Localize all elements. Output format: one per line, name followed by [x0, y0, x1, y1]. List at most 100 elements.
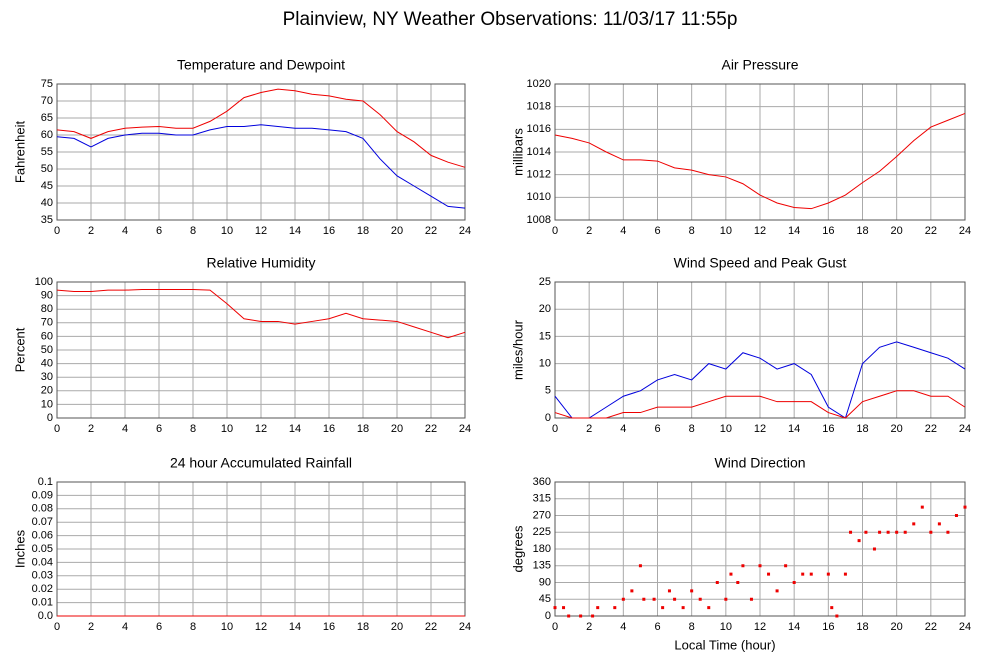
- y-axis-label: millibars: [510, 128, 525, 176]
- x-tick-label: 10: [221, 621, 233, 633]
- data-point: [767, 572, 771, 576]
- y-tick-label: 50: [41, 344, 53, 356]
- data-point: [562, 606, 566, 610]
- y-tick-label: 75: [41, 78, 53, 90]
- x-tick-label: 12: [754, 423, 766, 435]
- x-tick-label: 10: [720, 423, 732, 435]
- x-tick-label: 20: [891, 225, 903, 237]
- x-tick-label: 18: [357, 621, 369, 633]
- data-point: [736, 581, 740, 584]
- x-tick-label: 0: [54, 225, 60, 237]
- data-line: [56, 124, 466, 209]
- y-tick-label: 0.06: [32, 530, 53, 542]
- x-tick-label: 0: [552, 225, 558, 237]
- data-line: [554, 113, 966, 210]
- x-tick-label: 24: [959, 225, 971, 237]
- x-tick-label: 10: [720, 621, 732, 633]
- data-point: [784, 564, 788, 568]
- x-tick-label: 18: [856, 225, 868, 237]
- data-point: [690, 589, 694, 593]
- y-tick-label: 15: [539, 330, 551, 342]
- y-tick-label: 40: [41, 197, 53, 209]
- data-point: [741, 564, 745, 568]
- x-tick-label: 18: [856, 423, 868, 435]
- y-tick-label: 1008: [527, 214, 551, 226]
- y-tick-label: 0.09: [32, 489, 53, 501]
- y-tick-label: 1020: [527, 78, 551, 90]
- y-tick-label: 70: [41, 95, 53, 107]
- data-point: [849, 530, 853, 534]
- y-tick-label: 20: [539, 303, 551, 315]
- page-title: Plainview, NY Weather Observations: 11/0…: [283, 9, 738, 30]
- data-point: [758, 564, 762, 568]
- x-tick-label: 4: [122, 423, 128, 435]
- x-tick-label: 16: [323, 423, 335, 435]
- chart-title: Wind Direction: [714, 455, 805, 471]
- x-tick-label: 18: [357, 423, 369, 435]
- data-point: [872, 547, 876, 551]
- data-point: [621, 597, 625, 601]
- x-tick-label: 6: [654, 423, 660, 435]
- x-tick-label: 20: [391, 621, 403, 633]
- x-tick-label: 2: [88, 621, 94, 633]
- y-tick-label: 10: [539, 358, 551, 370]
- x-tick-label: 8: [190, 225, 196, 237]
- chart-title: 24 hour Accumulated Rainfall: [170, 455, 352, 471]
- data-point: [667, 589, 671, 593]
- data-point: [946, 530, 950, 534]
- y-tick-label: 0.07: [32, 516, 53, 528]
- x-tick-label: 12: [255, 225, 267, 237]
- plot-frame: [554, 83, 966, 221]
- x-tick-label: 6: [156, 423, 162, 435]
- chart-title: Wind Speed and Peak Gust: [674, 255, 847, 271]
- data-point: [698, 597, 702, 601]
- data-point: [878, 530, 882, 534]
- y-tick-label: 0.05: [32, 543, 53, 555]
- y-axis-label: Inches: [12, 529, 27, 568]
- y-tick-label: 0: [545, 412, 551, 424]
- y-tick-label: 70: [41, 317, 53, 329]
- y-tick-label: 5: [545, 385, 551, 397]
- data-point: [638, 564, 642, 568]
- x-tick-label: 16: [822, 621, 834, 633]
- y-axis-label: degrees: [510, 525, 525, 572]
- y-tick-label: 0: [545, 610, 551, 622]
- x-tick-label: 22: [425, 621, 437, 633]
- y-tick-label: 100: [35, 276, 53, 288]
- data-point: [642, 597, 646, 601]
- x-tick-label: 24: [459, 225, 471, 237]
- data-line: [554, 341, 966, 419]
- x-tick-label: 24: [959, 621, 971, 633]
- data-point: [591, 614, 595, 618]
- x-tick-label: 8: [689, 621, 695, 633]
- x-tick-label: 22: [425, 225, 437, 237]
- x-tick-label: 16: [822, 225, 834, 237]
- data-point: [630, 589, 634, 593]
- data-point: [553, 606, 557, 610]
- x-tick-label: 14: [289, 621, 301, 633]
- data-point: [801, 572, 805, 576]
- data-point: [903, 530, 907, 534]
- x-tick-label: 20: [891, 621, 903, 633]
- x-tick-label: 0: [552, 423, 558, 435]
- data-point: [895, 530, 899, 534]
- data-point: [963, 505, 967, 509]
- data-point: [749, 597, 753, 601]
- data-point: [792, 581, 796, 584]
- x-tick-label: 12: [754, 225, 766, 237]
- y-tick-label: 55: [41, 146, 53, 158]
- data-point: [673, 597, 677, 601]
- data-point: [707, 606, 711, 610]
- x-tick-label: 14: [289, 225, 301, 237]
- x-tick-label: 2: [88, 225, 94, 237]
- x-tick-label: 6: [156, 225, 162, 237]
- y-tick-label: 20: [41, 385, 53, 397]
- y-axis-label: miles/hour: [510, 319, 525, 380]
- x-tick-label: 6: [654, 225, 660, 237]
- x-tick-label: 8: [689, 423, 695, 435]
- data-point: [912, 522, 916, 526]
- y-tick-label: 180: [533, 543, 551, 555]
- x-tick-label: 6: [156, 621, 162, 633]
- y-tick-label: 10: [41, 398, 53, 410]
